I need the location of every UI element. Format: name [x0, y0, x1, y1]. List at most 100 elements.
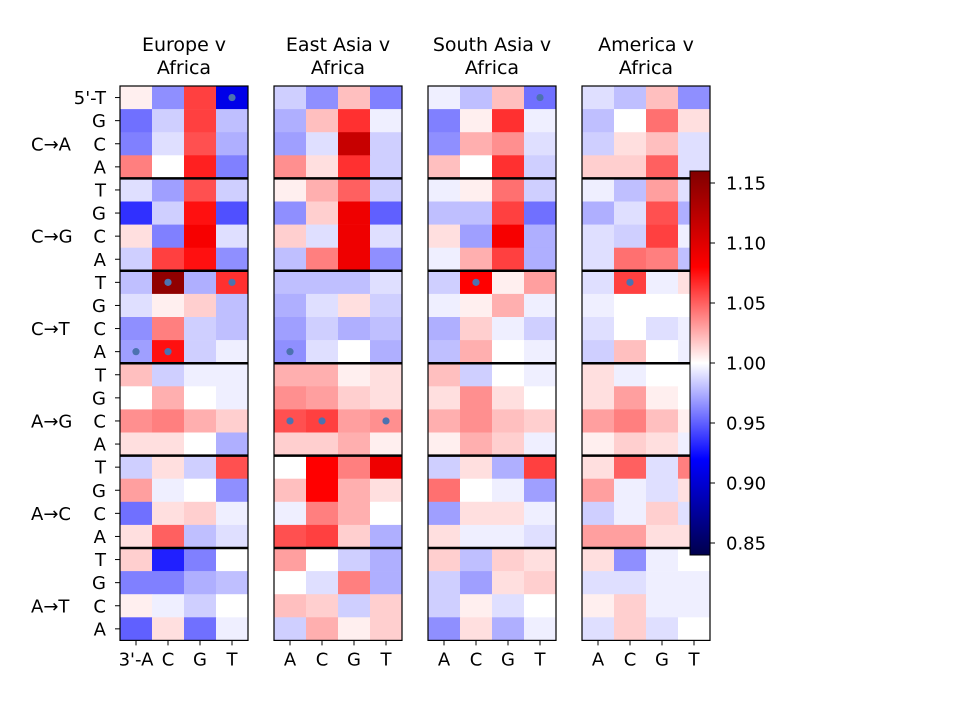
heatmap-cell — [370, 340, 403, 364]
heatmap-cell — [582, 524, 615, 549]
heatmap-cell — [646, 524, 679, 549]
heatmap-cell — [428, 224, 461, 248]
heatmap-cell — [646, 247, 679, 272]
x-tick-label: C — [316, 649, 329, 670]
heatmap-cell — [120, 501, 153, 526]
heatmap-cell — [274, 548, 307, 572]
heatmap-cell — [306, 501, 339, 526]
heatmap-cell — [370, 363, 403, 387]
heatmap-cell — [582, 548, 615, 572]
heatmap-cell — [274, 178, 307, 202]
colorbar-tick-label: 0.85 — [726, 534, 766, 555]
heatmap-cell — [524, 594, 557, 618]
heatmap-cell — [152, 293, 185, 318]
heatmap-cell — [582, 617, 615, 641]
heatmap-cell — [216, 501, 249, 526]
row-label: T — [94, 273, 107, 294]
heatmap-cell — [460, 455, 493, 479]
heatmap-cell — [338, 270, 371, 295]
heatmap-cell — [370, 178, 403, 202]
x-tick-label: G — [193, 649, 207, 670]
heatmap-cell — [306, 317, 339, 341]
heatmap-cell — [274, 317, 307, 341]
heatmap-cell — [152, 201, 185, 225]
heatmap-cell — [428, 594, 461, 618]
panel-frame — [427, 85, 557, 642]
heatmap-cell — [460, 432, 493, 456]
heatmap-cell — [274, 270, 307, 295]
row-label: G — [92, 573, 106, 594]
heatmap-cell — [646, 132, 679, 156]
heatmap-cell — [614, 224, 647, 248]
heatmap-cell — [120, 109, 153, 133]
x-tick-label: G — [655, 649, 669, 670]
heatmap-cell — [678, 109, 711, 133]
heatmap-cell — [370, 617, 403, 641]
heatmap-cell — [216, 524, 249, 549]
heatmap-cell — [152, 109, 185, 133]
significance-dot — [382, 417, 390, 425]
heatmap-cell — [152, 155, 185, 179]
heatmap-cell — [428, 270, 461, 295]
row-label: 5'-T — [74, 88, 107, 109]
heatmap-cell — [338, 501, 371, 526]
heatmap-cell — [646, 363, 679, 387]
heatmap-cell — [216, 363, 249, 387]
heatmap-cell — [614, 409, 647, 433]
heatmap-cell — [582, 478, 615, 503]
heatmap-cell — [460, 155, 493, 179]
heatmap-cell — [460, 571, 493, 595]
heatmap-cell — [370, 455, 403, 479]
heatmap-cell — [120, 363, 153, 387]
heatmap-cell — [338, 594, 371, 618]
heatmap-cell — [582, 132, 615, 156]
x-tick-label: C — [162, 649, 175, 670]
heatmap-cell — [614, 363, 647, 387]
heatmap-cell — [274, 524, 307, 549]
heatmap-cell — [338, 432, 371, 456]
heatmap-cell — [460, 132, 493, 156]
heatmap-cell — [370, 317, 403, 341]
heatmap-cell — [524, 363, 557, 387]
heatmap-cell — [370, 386, 403, 410]
heatmap-cell — [646, 86, 679, 110]
heatmap-cell — [306, 201, 339, 225]
heatmap-cell — [184, 501, 217, 526]
heatmap-cell — [184, 594, 217, 618]
row-label: C — [93, 319, 106, 340]
heatmap-cell — [152, 478, 185, 503]
heatmap-cell — [646, 293, 679, 318]
heatmap-cell — [120, 432, 153, 456]
heatmap-cell — [646, 155, 679, 179]
heatmap-cell — [152, 132, 185, 156]
heatmap-cell — [338, 224, 371, 248]
significance-dot — [472, 278, 480, 286]
colorbar-tick-label: 1.00 — [726, 354, 766, 375]
heatmap-cell — [428, 155, 461, 179]
panel-title-line1: South Asia v — [433, 34, 551, 56]
heatmap-cell — [306, 340, 339, 364]
heatmap-cell — [370, 478, 403, 503]
mutation-label: A→G — [31, 411, 72, 432]
heatmap-cell — [152, 501, 185, 526]
heatmap-cell — [646, 317, 679, 341]
heatmap-cell — [370, 594, 403, 618]
heatmap-cell — [524, 571, 557, 595]
heatmap-cell — [216, 155, 249, 179]
heatmap-cell — [524, 178, 557, 202]
heatmap-cell — [492, 432, 525, 456]
heatmap-cell — [274, 501, 307, 526]
heatmap-cell — [274, 224, 307, 248]
heatmap-cell — [274, 432, 307, 456]
heatmap-cell — [428, 247, 461, 272]
panel-title-line2: Africa — [619, 57, 673, 79]
heatmap-cell — [120, 270, 153, 295]
heatmap-cell — [582, 455, 615, 479]
heatmap-cell — [370, 247, 403, 272]
heatmap-cell — [120, 617, 153, 641]
heatmap-cell — [184, 224, 217, 248]
heatmap-cell — [428, 317, 461, 341]
heatmap-cell — [216, 548, 249, 572]
